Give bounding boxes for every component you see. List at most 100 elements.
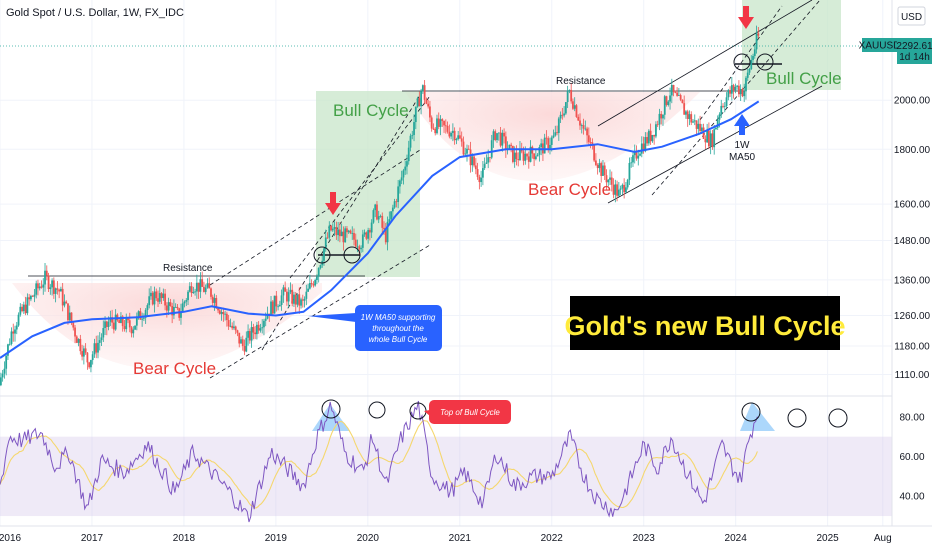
candle-body: [469, 149, 472, 166]
candle-body: [752, 55, 754, 60]
price-tick-label: 1600.00: [894, 200, 931, 211]
candle-body: [42, 284, 45, 288]
candle-body: [614, 184, 617, 195]
price-axis-background: [892, 0, 932, 526]
candle-body: [125, 318, 128, 330]
candle-body: [298, 294, 301, 306]
candle-body: [351, 233, 354, 234]
candle-body: [524, 153, 527, 161]
candle-body: [471, 156, 474, 166]
candle-body: [118, 320, 121, 323]
candle-body: [199, 279, 202, 292]
candle-body: [307, 288, 309, 292]
candle-body: [134, 325, 136, 330]
ma50-line: [0, 100, 760, 359]
candle-body: [490, 140, 493, 158]
callout-text: throughout the: [372, 324, 424, 333]
candle-body: [353, 233, 355, 240]
candle-body: [236, 330, 239, 333]
candle-body: [400, 177, 403, 181]
candle-body: [492, 131, 495, 141]
candle-body: [61, 288, 64, 306]
candle-body: [534, 156, 537, 160]
candle-body: [425, 99, 428, 104]
candle-body: [128, 320, 131, 328]
candle-body: [476, 169, 479, 177]
candle-body: [543, 137, 546, 154]
candle-body: [26, 297, 29, 314]
candle-body: [90, 360, 92, 368]
candle-body: [229, 325, 232, 327]
candle-body: [157, 298, 159, 302]
candle-body: [121, 316, 124, 327]
candle-body: [702, 127, 705, 139]
price-tick-label: 1110.00: [895, 370, 930, 381]
candle-body: [93, 343, 96, 355]
candle-body: [418, 98, 421, 107]
candle-body: [310, 282, 313, 285]
candle-body: [607, 179, 610, 183]
candle-body: [346, 228, 348, 233]
candle-body: [485, 162, 488, 164]
candle-body: [183, 301, 186, 304]
candle-body: [31, 295, 34, 297]
symbol-label: XAUUSD: [859, 41, 901, 52]
candle-body: [0, 377, 2, 386]
candle-body: [598, 163, 601, 169]
candle-body: [52, 280, 55, 294]
rsi-tick-label: 40.00: [899, 492, 924, 503]
candle-body: [451, 130, 454, 133]
banner-text: Gold's new Bull Cycle: [565, 311, 846, 341]
chart-title: Gold Spot / U.S. Dollar, 1W, FX_IDC: [6, 7, 184, 19]
candle-body: [423, 85, 426, 100]
candle-body: [407, 147, 410, 162]
candle-body: [317, 268, 320, 277]
candle-body: [612, 184, 615, 195]
candle-body: [261, 327, 264, 329]
candle-body: [453, 130, 456, 141]
candle-body: [489, 157, 491, 159]
candle-body: [416, 98, 419, 107]
candle-body: [208, 283, 211, 289]
candle-body: [111, 317, 114, 323]
candle-body: [632, 155, 634, 163]
candle-body: [63, 301, 66, 306]
candle-body: [655, 124, 657, 137]
candle-body: [669, 95, 671, 102]
candle-body: [580, 125, 583, 126]
candle-body: [342, 231, 345, 243]
candle-body: [508, 144, 511, 150]
candle-body: [640, 143, 643, 154]
last-price: 2292.61: [896, 41, 932, 52]
candle-body: [102, 328, 105, 338]
candle-body: [746, 72, 749, 78]
candle-body: [150, 292, 152, 297]
candle-body: [303, 298, 306, 301]
candle-body: [137, 311, 140, 317]
candle-body: [406, 161, 408, 167]
candle-body: [570, 89, 573, 102]
candle-body: [573, 105, 576, 109]
callout-text: Top of Bull Cycle: [440, 408, 500, 417]
candle-body: [60, 288, 62, 292]
resistance-label: Resistance: [163, 263, 213, 274]
candle-body: [33, 294, 36, 297]
price-tick-label: 1800.00: [894, 145, 931, 156]
candle-body: [667, 101, 670, 105]
candle-body: [741, 88, 744, 97]
circle-marker: [733, 53, 751, 71]
circle-marker: [787, 408, 807, 428]
candle-body: [273, 295, 276, 314]
candle-body: [596, 164, 599, 169]
candle-body: [563, 113, 566, 116]
circle-marker: [741, 402, 761, 422]
candle-body: [185, 300, 188, 302]
candle-body: [282, 287, 285, 296]
candle-body: [51, 280, 53, 288]
currency-button[interactable]: [897, 6, 926, 26]
candle-body: [642, 143, 645, 152]
candle-body: [427, 103, 430, 107]
arrows: [325, 6, 754, 215]
candle-body: [127, 318, 129, 321]
candle-body: [377, 216, 380, 220]
